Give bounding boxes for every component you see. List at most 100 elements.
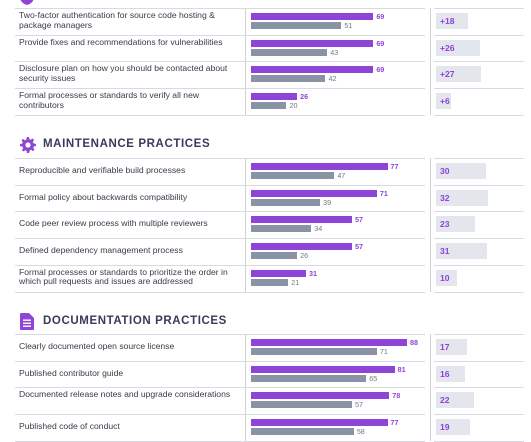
bar-value-gray: 71 xyxy=(379,347,388,356)
row-separator xyxy=(434,238,524,240)
bar-gray xyxy=(251,401,353,409)
bar-purple xyxy=(251,392,390,400)
bar-value-gray: 65 xyxy=(369,373,378,383)
bar-gray xyxy=(251,278,289,286)
bar-value-purple: 88 xyxy=(410,338,418,347)
row-separator xyxy=(434,211,524,213)
row-separator xyxy=(434,34,524,36)
bar-value-gray: 57 xyxy=(355,400,364,410)
row-label: Documented release notes and upgrade con… xyxy=(19,389,231,400)
bar-purple xyxy=(251,189,377,197)
bar-gray xyxy=(251,102,287,110)
bar-value-purple: 57 xyxy=(355,242,364,252)
bar-value-gray: 26 xyxy=(300,251,309,261)
row-separator xyxy=(434,8,524,9)
row-label: Published code of conduct xyxy=(19,421,120,432)
bar-gray xyxy=(251,48,328,56)
delta-value: +6 xyxy=(440,96,450,107)
row-separator xyxy=(15,211,425,213)
row-separator xyxy=(15,184,425,186)
bar-purple xyxy=(251,269,306,277)
row-separator xyxy=(434,291,524,293)
bar-purple xyxy=(251,339,407,346)
row-separator xyxy=(434,440,524,442)
delta-chip xyxy=(436,365,466,382)
bar-value-gray: 39 xyxy=(323,197,332,207)
row-separator xyxy=(15,88,425,90)
row-label: Clearly documented open source license xyxy=(19,341,175,351)
row-label: Reproducible and verifiable build proces… xyxy=(19,165,186,175)
bar-value-gray: 20 xyxy=(289,101,298,111)
section-title: MAINTENANCE PRACTICES xyxy=(43,138,211,150)
delta-value: 31 xyxy=(440,246,450,257)
bar-purple xyxy=(251,39,374,47)
row-separator xyxy=(15,414,425,416)
delta-value: 22 xyxy=(440,395,450,406)
row-separator xyxy=(15,61,425,63)
delta-chip xyxy=(436,339,467,355)
row-separator xyxy=(434,184,524,186)
delta-chip xyxy=(436,392,474,409)
delta-value: +18 xyxy=(440,16,455,26)
row-label: Code peer review process with multiple r… xyxy=(19,218,208,229)
bar-value-purple: 69 xyxy=(376,12,385,21)
bar-value-gray: 34 xyxy=(314,224,323,234)
delta-value: 17 xyxy=(440,342,450,352)
axis-line xyxy=(245,158,246,292)
bar-value-gray: 21 xyxy=(291,277,300,287)
bar-value-gray: 42 xyxy=(328,74,337,84)
gear-icon xyxy=(20,137,36,158)
bar-gray xyxy=(251,198,321,206)
row-separator xyxy=(434,360,524,362)
bar-value-purple: 77 xyxy=(390,162,399,171)
bar-value-gray: 58 xyxy=(356,427,365,437)
delta-value: 10 xyxy=(440,272,450,283)
delta-value: 32 xyxy=(440,192,450,203)
delta-chip xyxy=(436,93,451,110)
delta-chip xyxy=(436,163,486,179)
row-separator xyxy=(434,414,524,416)
delta-value: 23 xyxy=(440,219,450,230)
axis-line xyxy=(430,158,431,292)
bar-value-gray: 51 xyxy=(344,21,353,30)
bar-value-purple: 31 xyxy=(308,268,317,278)
bar-purple xyxy=(251,243,353,251)
axis-line xyxy=(430,334,431,441)
row-label: Published contributor guide xyxy=(19,367,124,378)
row-separator xyxy=(15,238,425,240)
row-separator xyxy=(15,264,425,266)
row-label: Defined dependency management process xyxy=(19,245,183,256)
bar-gray xyxy=(251,374,367,382)
row-label: Disclosure plan on how you should be con… xyxy=(19,63,228,83)
delta-chip xyxy=(436,39,480,56)
bar-value-gray: 43 xyxy=(330,47,339,57)
row-separator xyxy=(15,158,425,159)
bar-gray xyxy=(251,22,342,29)
row-label: Formal policy about backwards compatibil… xyxy=(19,191,188,202)
bar-value-purple: 78 xyxy=(392,391,401,401)
row-separator xyxy=(434,88,524,90)
delta-chip xyxy=(436,189,489,206)
bar-gray xyxy=(251,428,354,436)
row-separator xyxy=(15,360,425,362)
delta-value: 19 xyxy=(440,422,450,433)
bar-gray xyxy=(251,225,312,233)
delta-chip xyxy=(436,243,487,260)
row-separator xyxy=(434,114,524,116)
bar-purple xyxy=(251,13,374,20)
axis-line xyxy=(430,8,431,115)
bar-purple xyxy=(251,66,374,74)
bar-purple xyxy=(251,419,388,427)
row-separator xyxy=(15,387,425,389)
delta-chip xyxy=(436,216,476,233)
bar-value-gray: 47 xyxy=(337,171,346,180)
row-label: Provide fixes and recommendations for vu… xyxy=(19,36,223,47)
row-label: Formal processes or standards to priorit… xyxy=(19,266,228,287)
delta-value: 16 xyxy=(440,368,450,379)
row-label: Two-factor authentication for source cod… xyxy=(19,10,215,30)
bar-value-purple: 77 xyxy=(390,418,399,428)
bar-gray xyxy=(251,172,335,179)
bar-value-purple: 69 xyxy=(376,38,385,48)
bar-gray xyxy=(251,75,326,83)
